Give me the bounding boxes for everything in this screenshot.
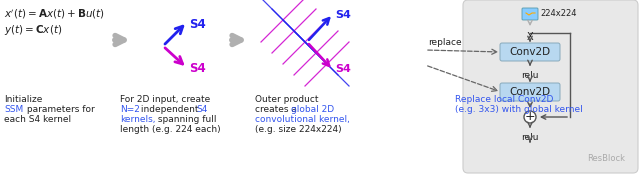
Text: X: X	[527, 32, 533, 42]
Text: For 2D input, create: For 2D input, create	[120, 95, 211, 104]
Text: global 2D: global 2D	[291, 105, 334, 114]
Circle shape	[524, 111, 536, 123]
Text: Conv2D: Conv2D	[509, 47, 550, 57]
Text: relu: relu	[521, 133, 539, 142]
Text: $x'(t) = \mathbf{A}x(t) + \mathbf{B}u(t)$: $x'(t) = \mathbf{A}x(t) + \mathbf{B}u(t)…	[4, 8, 105, 21]
FancyBboxPatch shape	[500, 83, 560, 101]
Text: S4: S4	[335, 10, 351, 20]
Text: Conv2D: Conv2D	[509, 87, 550, 97]
Text: parameters for: parameters for	[24, 105, 95, 114]
Text: Outer product: Outer product	[255, 95, 319, 104]
Text: (e.g. 3x3) with global kernel: (e.g. 3x3) with global kernel	[455, 105, 583, 114]
Text: kernels,: kernels,	[120, 115, 156, 124]
Text: ResBlock: ResBlock	[587, 154, 625, 163]
Text: +: +	[525, 110, 535, 124]
Text: Replace local Conv2D: Replace local Conv2D	[455, 95, 554, 104]
Text: length (e.g. 224 each): length (e.g. 224 each)	[120, 125, 221, 134]
Text: independent: independent	[138, 105, 202, 114]
Text: creates a: creates a	[255, 105, 300, 114]
Text: S4: S4	[189, 18, 205, 31]
Text: each S4 kernel: each S4 kernel	[4, 115, 71, 124]
Text: S4: S4	[196, 105, 207, 114]
Text: relu: relu	[521, 71, 539, 80]
Text: S4: S4	[189, 62, 205, 75]
Text: N=2: N=2	[120, 105, 140, 114]
Text: $y(t) = \mathbf{C}x(t)$: $y(t) = \mathbf{C}x(t)$	[4, 23, 62, 37]
Text: spanning full: spanning full	[155, 115, 216, 124]
Text: 224x224: 224x224	[540, 8, 577, 18]
Text: S4: S4	[335, 64, 351, 74]
Text: replace: replace	[428, 38, 462, 47]
Text: (e.g. size 224x224): (e.g. size 224x224)	[255, 125, 342, 134]
Text: convolutional kernel,: convolutional kernel,	[255, 115, 350, 124]
FancyBboxPatch shape	[463, 0, 638, 173]
FancyBboxPatch shape	[522, 8, 538, 20]
Text: Initialize: Initialize	[4, 95, 42, 104]
FancyBboxPatch shape	[500, 43, 560, 61]
Text: SSM: SSM	[4, 105, 23, 114]
